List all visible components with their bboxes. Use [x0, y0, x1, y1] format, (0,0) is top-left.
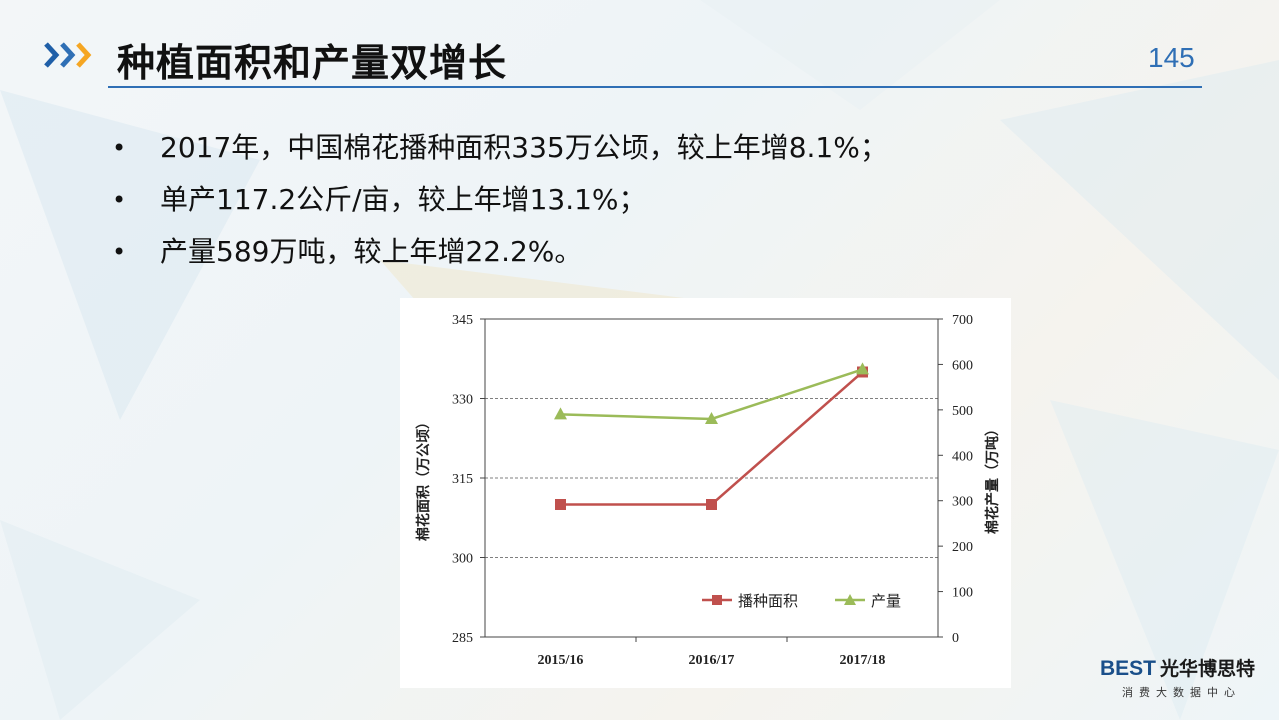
bullet-text: 产量589万吨，较上年增22.2%。: [160, 235, 583, 268]
bullet-text: 单产117.2公斤/亩，较上年增13.1%；: [160, 183, 647, 216]
data-point-marker: [856, 362, 869, 375]
cotton-chart: 285 300 315 330 345 0 100 200 300 400 500 600 700 201…: [400, 298, 1011, 688]
y-right-tick-label: 200: [952, 540, 973, 555]
y-left-axis-title: 棉花面积（万公顷）: [415, 415, 432, 541]
header-divider: [108, 86, 1202, 88]
logo-brand-en: BEST: [1100, 657, 1157, 680]
page-title: 种植面积和产量双增长: [117, 41, 508, 85]
bullet-marker: •: [112, 186, 127, 214]
bullet-item: • 产量589万吨，较上年增22.2%。: [112, 230, 888, 282]
y-left-tick-label: 330: [452, 393, 473, 408]
data-point-marker: [554, 407, 567, 420]
page-number: 145: [1148, 42, 1195, 73]
slide-header: 种植面积和产量双增长 145: [0, 0, 1279, 95]
chevron-arrows-icon: [44, 42, 92, 68]
y-left-tick-label: 345: [452, 313, 473, 328]
y-left-tick-label: 315: [452, 472, 473, 487]
x-tick-label: 2016/17: [689, 653, 735, 668]
bullet-marker: •: [112, 134, 127, 162]
chart-canvas: 285 300 315 330 345 0 100 200 300 400 500 600 700 201…: [415, 313, 1001, 668]
y-right-tick-label: 700: [952, 313, 973, 328]
y-right-tick-label: 400: [952, 449, 973, 464]
bullet-item: • 单产117.2公斤/亩，较上年增13.1%；: [112, 178, 888, 230]
y-right-tick-label: 600: [952, 358, 973, 373]
legend-label: 产量: [871, 592, 901, 610]
series-line-1: [560, 371, 864, 506]
y-left-tick-label: 300: [452, 552, 473, 567]
data-point-marker: [706, 499, 717, 510]
x-tick-label: 2015/16: [538, 653, 584, 668]
bullet-marker: •: [112, 238, 127, 266]
legend-label: 播种面积: [738, 592, 798, 610]
y-left-tick-label: 285: [452, 631, 473, 646]
data-point-marker: [705, 411, 718, 424]
bullet-list: • 2017年，中国棉花播种面积335万公顷，较上年增8.1%； • 单产117.2…: [112, 126, 888, 282]
bullet-item: • 2017年，中国棉花播种面积335万公顷，较上年增8.1%；: [112, 126, 888, 178]
y-right-tick-label: 100: [952, 586, 973, 601]
bullet-text: 2017年，中国棉花播种面积335万公顷，较上年增8.1%；: [160, 131, 888, 164]
y-right-tick-label: 500: [952, 404, 973, 419]
legend-marker: [844, 594, 856, 605]
x-tick-label: 2017/18: [840, 653, 886, 668]
logo-tagline: 消费大数据中心: [1122, 686, 1241, 699]
legend-marker: [712, 595, 722, 605]
y-right-axis-title: 棉花产量（万吨）: [984, 422, 1001, 534]
y-right-tick-label: 0: [952, 631, 959, 646]
logo-brand-cn: 光华博思特: [1160, 659, 1256, 680]
data-point-marker: [555, 499, 566, 510]
brand-logo: BEST 光华博思特 消费大数据中心: [1100, 652, 1270, 702]
y-right-tick-label: 300: [952, 495, 973, 510]
